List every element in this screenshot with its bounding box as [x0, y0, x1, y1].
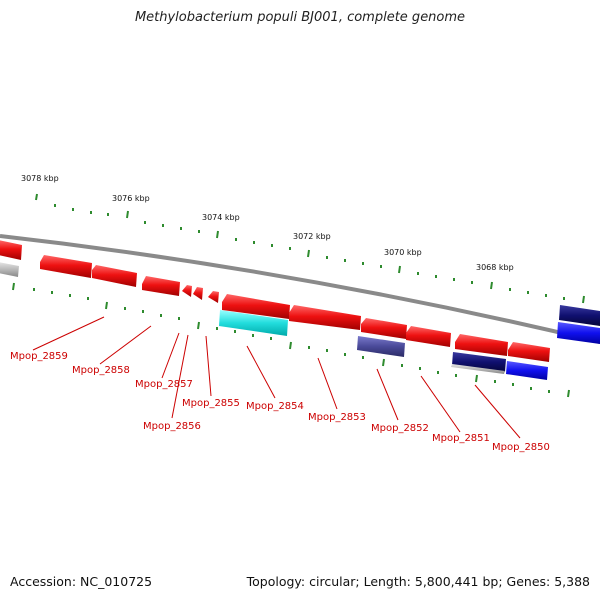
- gene-arrow: [92, 265, 137, 287]
- forward-strand-genes: [0, 240, 600, 362]
- leader-line: [420, 375, 461, 433]
- gene-label: Mpop_2850: [492, 442, 550, 453]
- gene-arrow: [455, 334, 508, 356]
- tick-major: [216, 230, 219, 239]
- kbp-labels: 3078 kbp 3076 kbp 3074 kbp 3072 kbp 3070…: [21, 174, 514, 272]
- tick-major: [475, 374, 478, 383]
- leader-line: [317, 357, 338, 410]
- accession-text: Accession: NC_010725: [10, 574, 153, 589]
- leader-line: [32, 316, 105, 351]
- gene-arrow: [0, 262, 19, 277]
- kbp-label: 3076 kbp: [112, 194, 150, 203]
- leader-line: [171, 334, 189, 419]
- map-title: Methylobacterium populi BJ001, complete …: [134, 10, 466, 25]
- lower-tick-row: [12, 282, 570, 398]
- kbp-label: 3072 kbp: [293, 232, 331, 241]
- gene-box: [357, 336, 405, 357]
- gene-box: [506, 361, 548, 380]
- gene-arrow: [142, 276, 180, 296]
- tick-major: [105, 301, 108, 310]
- gene-label: Mpop_2856: [143, 421, 201, 432]
- gene-arrow: [40, 255, 92, 278]
- gene-label: Mpop_2857: [135, 379, 193, 390]
- gene-box: [452, 352, 506, 372]
- tick-major: [490, 281, 493, 290]
- tick-major: [197, 321, 200, 330]
- gene-arrow: [508, 342, 550, 362]
- gene-box: [219, 310, 288, 336]
- tick-major: [398, 265, 401, 274]
- gene-box: [451, 364, 505, 374]
- gene-label: Mpop_2853: [308, 412, 366, 423]
- inner-strand-genes: [219, 310, 600, 380]
- gene-label: Mpop_2854: [246, 401, 304, 412]
- gene-arrow: [361, 318, 407, 339]
- gene-arrow: [222, 294, 290, 319]
- gene-label: Mpop_2858: [72, 365, 130, 376]
- gene-label: Mpop_2859: [10, 351, 68, 362]
- gene-arrow: [559, 305, 600, 326]
- gene-arrow: [0, 240, 22, 260]
- gene-arrow: [406, 326, 451, 347]
- kbp-label: 3070 kbp: [384, 248, 422, 257]
- kbp-label: 3078 kbp: [21, 174, 59, 183]
- upper-tick-row: [35, 193, 585, 304]
- gene-arrow: [208, 291, 219, 303]
- kbp-label: 3068 kbp: [476, 263, 514, 272]
- tick-major: [12, 282, 15, 291]
- gene-labels: Mpop_2859 Mpop_2858 Mpop_2857 Mpop_2856 …: [10, 351, 550, 453]
- tick-major: [582, 295, 585, 304]
- tick-major: [382, 358, 385, 367]
- gene-arrow: [193, 287, 203, 300]
- gene-label: Mpop_2855: [182, 398, 240, 409]
- leader-line: [205, 335, 212, 397]
- tick-major: [289, 341, 292, 350]
- kbp-label: 3074 kbp: [202, 213, 240, 222]
- tick-major: [35, 193, 38, 201]
- genome-backbone: [0, 234, 600, 344]
- gene-label: Mpop_2851: [432, 433, 490, 444]
- gene-label: Mpop_2852: [371, 423, 429, 434]
- leader-line: [246, 345, 276, 399]
- leader-line: [161, 332, 180, 379]
- gene-box: [557, 322, 600, 344]
- leader-line: [474, 384, 521, 439]
- tick-major: [307, 249, 310, 258]
- gene-arrow: [289, 305, 361, 330]
- tick-major: [126, 210, 129, 219]
- leader-line: [99, 325, 152, 365]
- leader-line: [376, 368, 399, 421]
- gene-arrow: [182, 285, 192, 297]
- tick-major: [567, 389, 570, 398]
- genome-stats-text: Topology: circular; Length: 5,800,441 bp…: [246, 574, 590, 589]
- label-leaders: [32, 316, 521, 439]
